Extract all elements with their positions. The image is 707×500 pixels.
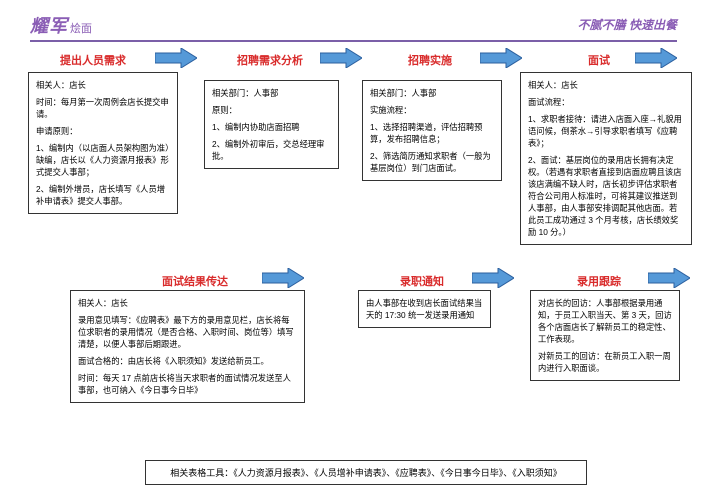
arrow-icon — [320, 48, 362, 68]
box-text: 2、面试：基层岗位的录用店长拥有决定权。（若遇有求职者直接到店面应聘且该店该店满… — [528, 154, 684, 238]
arrow-icon — [472, 268, 514, 288]
footer-text: 相关表格工具：《人力资源月报表》、《人员增补申请表》、《应聘表》、《今日事今日毕… — [170, 468, 562, 478]
box-stage-7: 对店长的回访：人事部根据录用通知，于员工入职当天、第 3 天，回访各个店面店长了… — [530, 290, 680, 381]
arrow-icon — [635, 48, 677, 68]
box-text: 相关人：店长 — [36, 79, 170, 91]
logo-sub: 烩面 — [70, 23, 92, 35]
stage-title-4: 面试 — [588, 52, 610, 68]
box-text: 时间：每天 17 点前店长将当天求职者的面试情况发送至人事部，也可纳入《今日事今… — [78, 372, 297, 396]
box-stage-3: 相关部门：人事部 实施流程： 1、选择招聘渠道，评估招聘预算，发布招聘信息； 2… — [362, 80, 502, 181]
box-text: 对店长的回访：人事部根据录用通知，于员工入职当天、第 3 天，回访各个店面店长了… — [538, 297, 672, 345]
arrow-icon — [155, 48, 197, 68]
arrow-icon — [262, 268, 304, 288]
stage-title-3: 招聘实施 — [408, 52, 452, 68]
box-stage-1: 相关人：店长 时间：每月第一次周例会店长提交申请。 申请原则： 1、编制内（以店… — [28, 72, 178, 214]
box-text: 面试流程： — [528, 96, 684, 108]
box-text: 申请原则： — [36, 125, 170, 137]
box-text: 由人事部在收到店长面试结果当天的 17:30 统一发送录用通知 — [366, 297, 483, 321]
stage-title-2: 招聘需求分析 — [237, 52, 303, 68]
box-text: 时间：每月第一次周例会店长提交申请。 — [36, 96, 170, 120]
stage-title-7: 录用跟踪 — [577, 273, 621, 289]
box-text: 1、选择招聘渠道，评估招聘预算，发布招聘信息； — [370, 121, 494, 145]
stage-title-6: 录职通知 — [400, 273, 444, 289]
box-text: 对新员工的回访：在新员工入职一周内进行入职面谈。 — [538, 350, 672, 374]
box-stage-5: 相关人：店长 录用意见填写：《应聘表》最下方的录用意见栏，店长将每位求职者的录用… — [70, 290, 305, 403]
logo-main: 耀军 — [30, 16, 68, 36]
box-text: 1、编制内协助店面招聘 — [212, 121, 331, 133]
stage-title-5: 面试结果传达 — [162, 273, 228, 289]
arrow-icon — [648, 268, 690, 288]
box-text: 相关人：店长 — [78, 297, 297, 309]
box-text: 1、编制内（以店面人员架构图为准）缺编，店长以《人力资源月报表》形式提交人事部； — [36, 142, 170, 178]
box-text: 相关人：店长 — [528, 79, 684, 91]
box-stage-4: 相关人：店长 面试流程： 1、求职者接待：请进入店面入座→礼貌用语问候，倒茶水→… — [520, 72, 692, 245]
box-stage-6: 由人事部在收到店长面试结果当天的 17:30 统一发送录用通知 — [358, 290, 491, 328]
box-stage-2: 相关部门：人事部 原则： 1、编制内协助店面招聘 2、编制外初审后，交总经理审批… — [204, 80, 339, 169]
box-text: 原则： — [212, 104, 331, 116]
arrow-icon — [480, 48, 522, 68]
box-text: 2、编制外初审后，交总经理审批。 — [212, 138, 331, 162]
header-slogan: 不腻不膳 快速出餐 — [578, 16, 677, 33]
box-text: 2、筛选简历通知求职者（一般为基层岗位）到门店面试。 — [370, 150, 494, 174]
box-text: 1、求职者接待：请进入店面入座→礼貌用语问候，倒茶水→引导求职者填写《应聘表》； — [528, 113, 684, 149]
page-header: 耀军烩面 不腻不膳 快速出餐 — [30, 12, 677, 42]
box-text: 录用意见填写：《应聘表》最下方的录用意见栏，店长将每位求职者的录用情况（是否合格… — [78, 314, 297, 350]
box-text: 2、编制外增员，店长填写《人员增补申请表》提交人事部。 — [36, 183, 170, 207]
footer-tools: 相关表格工具：《人力资源月报表》、《人员增补申请表》、《应聘表》、《今日事今日毕… — [145, 460, 587, 485]
box-text: 实施流程： — [370, 104, 494, 116]
box-text: 相关部门：人事部 — [370, 87, 494, 99]
stage-title-1: 提出人员需求 — [60, 52, 126, 68]
box-text: 面试合格的：由店长将《入职须知》发送给新员工。 — [78, 355, 297, 367]
box-text: 相关部门：人事部 — [212, 87, 331, 99]
